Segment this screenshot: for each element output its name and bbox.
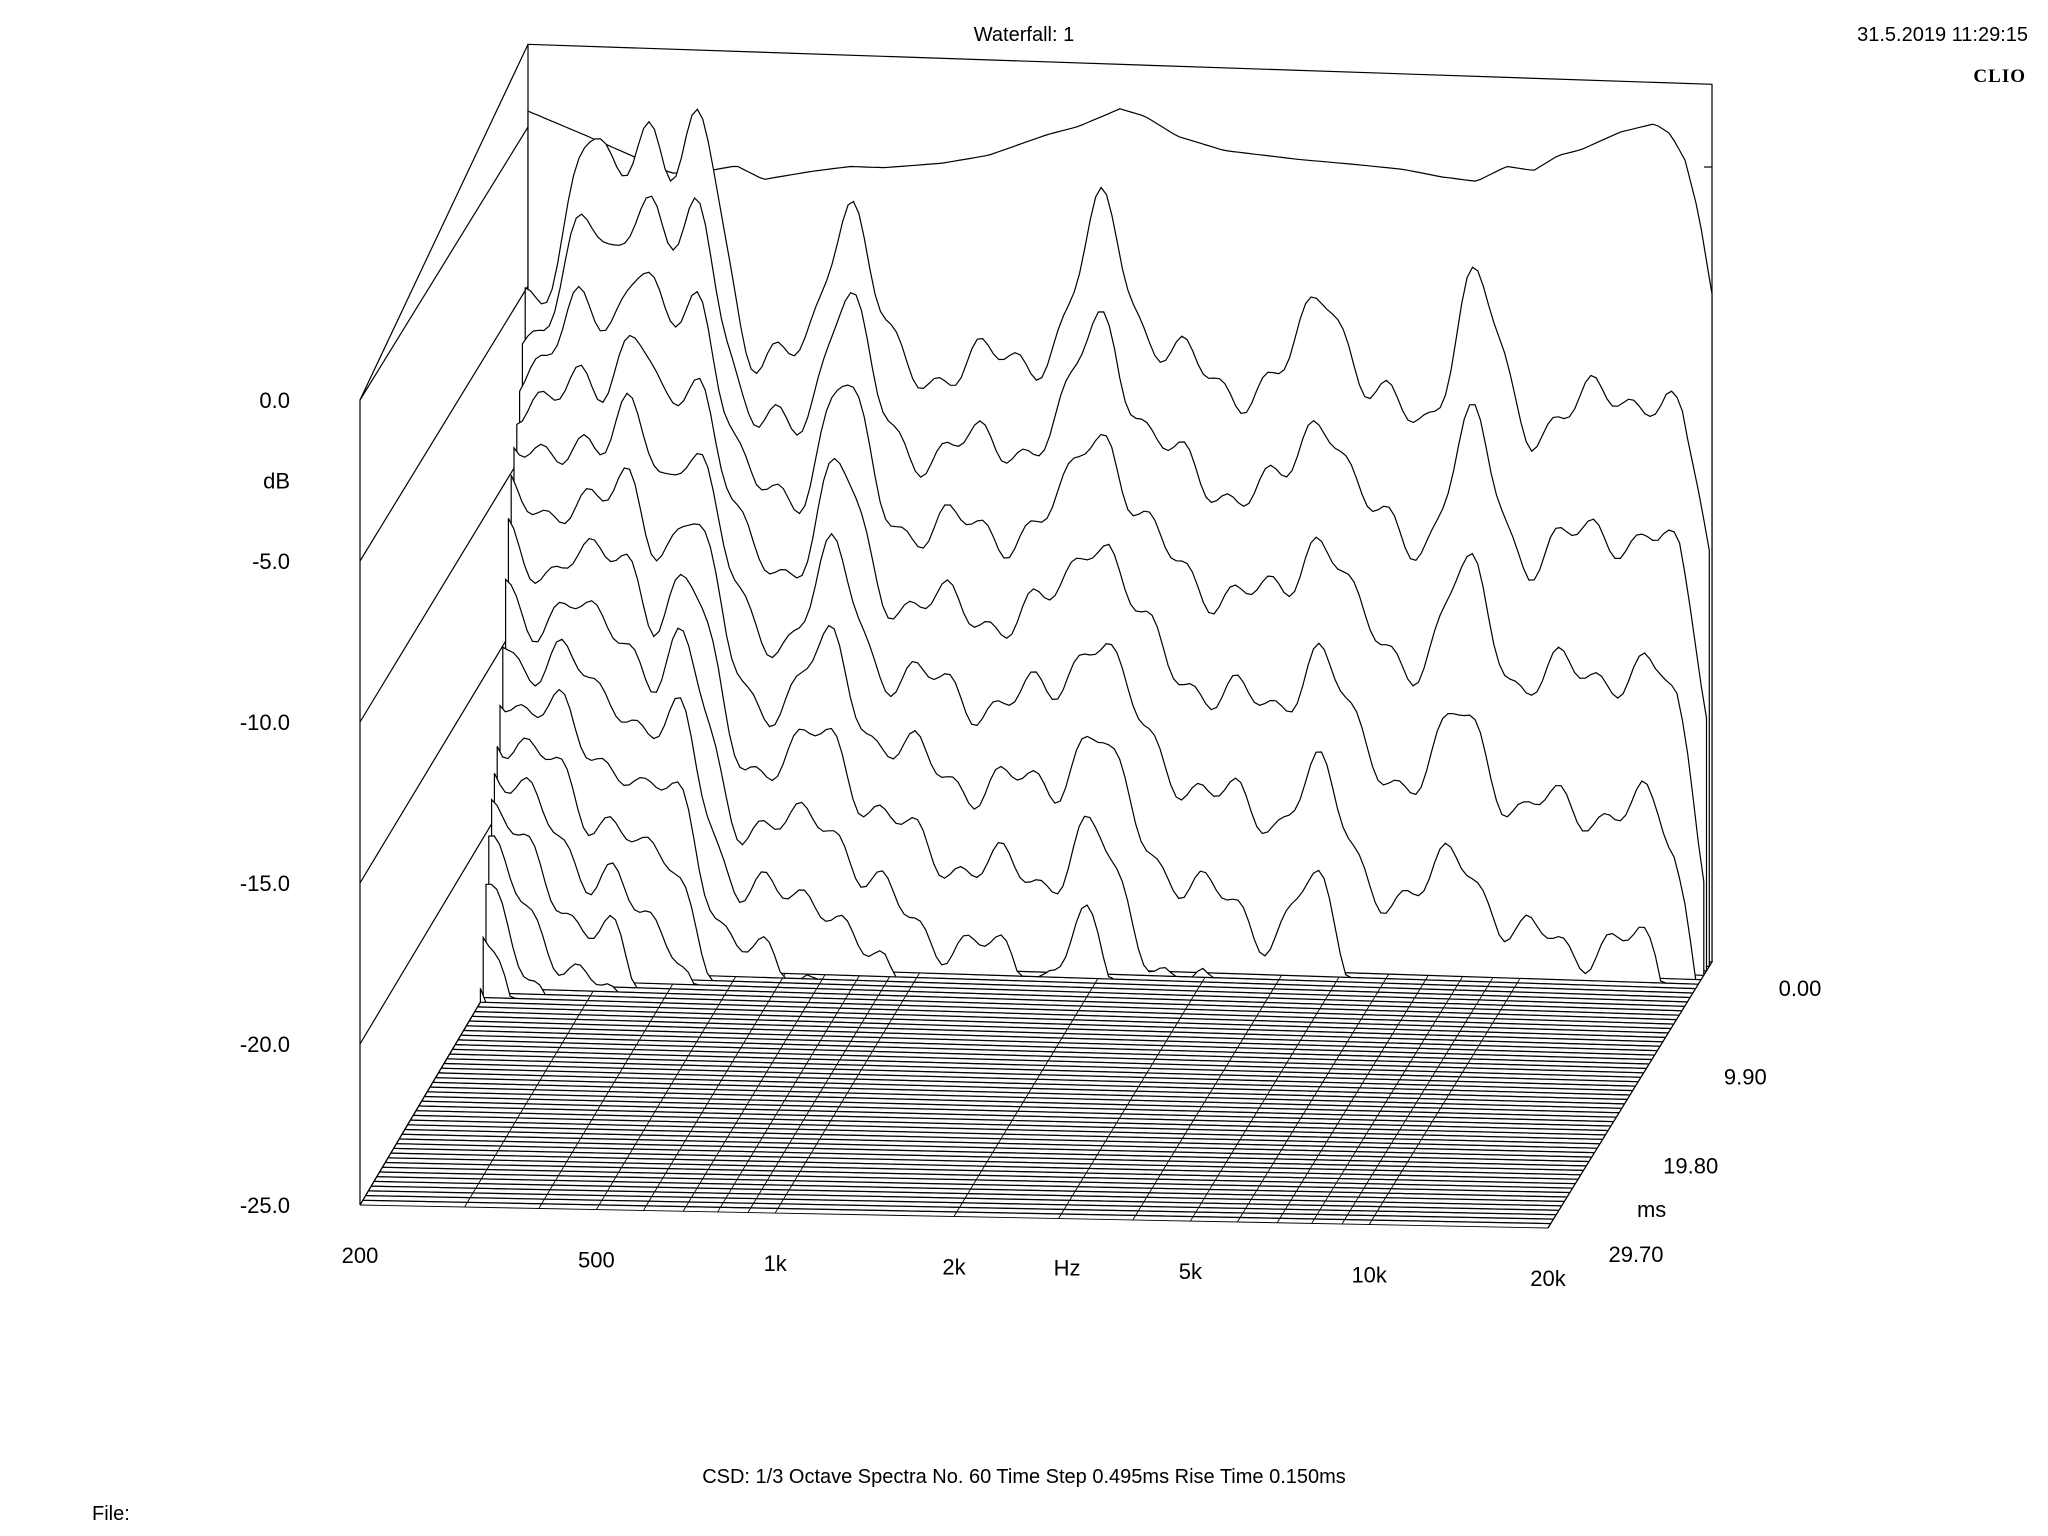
side-gridline [359,285,529,562]
spectrum-curve [460,1034,1647,1069]
spectrum-curve [496,737,1682,1012]
spectrum-curve [443,1062,1631,1096]
x-tick-label: 10k [1351,1263,1387,1288]
spectrum-curve [438,1072,1625,1105]
side-wall [359,44,529,1205]
z-tick-label: 9.90 [1724,1065,1767,1090]
x-tick-label: 1k [764,1251,788,1276]
file-label: File: [92,1503,130,1525]
spectrum-curve [385,1161,1573,1189]
spectrum-curve [365,1195,1554,1220]
z-tick-label: 0.00 [1779,976,1822,1001]
spectrum-curve [376,1176,1565,1202]
brand-logo: CLIO [1973,66,2026,87]
spectrum-curve [449,1053,1636,1087]
spectrum-curve [466,1025,1652,1061]
z-tick-label: 19.80 [1663,1153,1718,1178]
spectrum-curve [387,1157,1576,1185]
x-axis-label: Hz [1054,1256,1081,1281]
y-tick-label: -5.0 [252,549,290,574]
spectrum-curve [407,1124,1595,1154]
x-tick-label: 5k [1179,1259,1203,1284]
spectrum-curve [424,1095,1611,1127]
spectrum-curve [410,1119,1598,1149]
spectrum-curve [452,1048,1639,1083]
x-tick-label: 200 [342,1243,379,1268]
spectrum-curve [396,1143,1584,1171]
spectrum-curve [390,1152,1579,1180]
spectrum-curve [393,1147,1581,1176]
spectrum-curve [421,1100,1609,1132]
x-tick-label: 2k [942,1255,966,1280]
spectrum-curve [463,1029,1650,1065]
spectrum-curve [455,1044,1641,1078]
y-tick-label: -25.0 [240,1193,290,1218]
spectrum-curve [491,798,1677,1021]
spectrum-curve [418,1105,1606,1136]
y-tick-label: -15.0 [240,871,290,896]
spectrum-curve [399,1138,1587,1167]
z-axis-label: ms [1637,1197,1666,1222]
y-tick-label: -20.0 [240,1032,290,1057]
spectrum-curve [382,1166,1570,1194]
spectrum-curve [457,1039,1644,1074]
spectrum-curve [485,883,1672,1030]
spectra-curves [362,108,1713,1225]
spectrum-curve [499,688,1685,1007]
x-tick-label: 20k [1530,1266,1566,1291]
spectrum-curve [379,1171,1568,1198]
z-tick-label: 29.70 [1608,1242,1663,1267]
spectrum-curve [477,1006,1663,1043]
spectrum-curve [373,1180,1562,1207]
spectrum-curve [362,1199,1551,1225]
spectrum-curve [502,638,1688,1003]
spectrum-curve [482,935,1669,1034]
spectrum-curve [413,1114,1600,1145]
side-gridline [359,444,529,723]
axis-labels: 200 500 1k 2k 5k 10k 20k Hz 0.0 -5.0 -10.0 -15.0 -20… [240,388,1822,1291]
spectrum-curve [446,1058,1633,1092]
y-tick-label: -10.0 [240,710,290,735]
side-gridline [359,126,529,401]
spectrum-curve [404,1128,1592,1158]
spectrum-curve [415,1110,1603,1140]
spectrum-curve [368,1190,1557,1216]
spectrum-curve [469,1020,1655,1056]
y-axis-label: dB [263,469,290,494]
spectrum-curve [435,1077,1622,1109]
y-tick-label: 0.0 [259,388,290,413]
spectrum-curve [401,1133,1590,1163]
timestamp: 31.5.2019 11:29:15 [1857,24,2028,46]
x-tick-label: 500 [578,1248,615,1273]
spectrum-curve [479,988,1666,1038]
measurement-info: CSD: 1/3 Octave Spectra No. 60 Time Step… [702,1466,1346,1488]
spectrum-curve [471,1015,1658,1052]
spectrum-curve [429,1086,1617,1118]
spectrum-curve [432,1081,1620,1114]
chart-title: Waterfall: 1 [973,24,1075,46]
spectrum-curve [474,1011,1661,1047]
spectrum-curve [441,1067,1628,1100]
spectrum-curve [493,773,1680,1016]
spectrum-curve [488,835,1674,1025]
spectrum-curve [427,1091,1614,1123]
spectrum-curve [371,1185,1559,1211]
side-gridline [359,603,529,884]
